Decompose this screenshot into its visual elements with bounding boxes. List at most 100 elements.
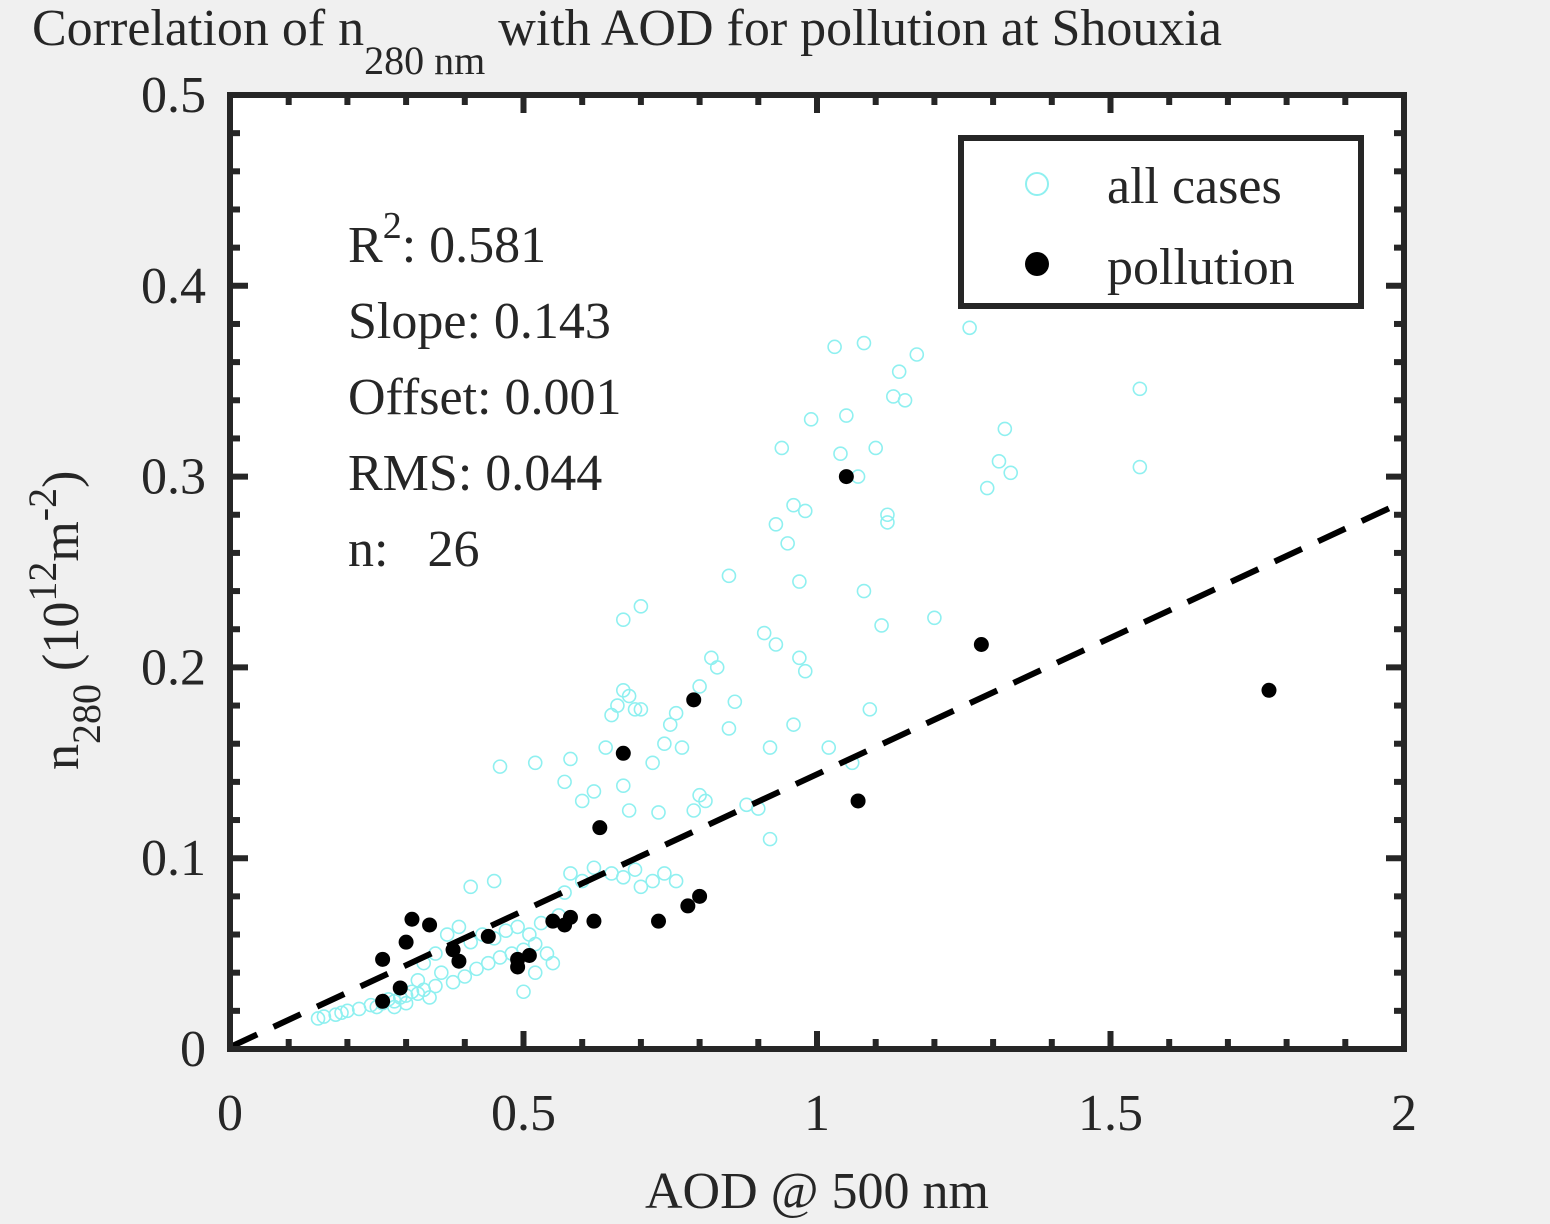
y-axis-label-sup-neg2: -2 bbox=[20, 488, 65, 521]
data-point-all-cases bbox=[451, 919, 467, 935]
data-point-all-cases bbox=[991, 454, 1007, 469]
data-point-all-cases bbox=[839, 408, 854, 423]
legend-label-pollution: pollution bbox=[1107, 239, 1295, 296]
data-point-all-cases bbox=[434, 965, 449, 980]
data-point-all-cases bbox=[457, 969, 473, 984]
x-tick-label: 0 bbox=[217, 1085, 243, 1142]
data-point-all-cases bbox=[657, 736, 672, 752]
data-point-pollution bbox=[422, 917, 438, 933]
data-point-all-cases bbox=[633, 599, 649, 614]
stats-slope: Slope: 0.143 bbox=[348, 293, 611, 350]
chart-title-suffix: with AOD for pollution at Shouxia bbox=[485, 0, 1222, 57]
data-point-all-cases bbox=[768, 516, 784, 532]
data-point-all-cases bbox=[768, 637, 784, 652]
data-point-all-cases bbox=[721, 721, 737, 736]
data-point-all-cases bbox=[762, 740, 778, 755]
stats-r2: R2: 0.581 bbox=[348, 205, 546, 274]
data-point-all-cases bbox=[762, 831, 778, 847]
y-axis-label-unit-close: ) bbox=[33, 471, 90, 488]
y-axis-label-unit-open: (10 bbox=[33, 602, 90, 684]
y-tick-label: 0 bbox=[180, 1021, 206, 1078]
data-point-pollution bbox=[445, 942, 461, 958]
data-point-pollution bbox=[651, 913, 667, 929]
data-point-all-cases bbox=[1003, 465, 1019, 481]
data-point-pollution bbox=[480, 928, 496, 944]
stats-n: n: 26 bbox=[348, 521, 479, 578]
data-point-all-cases bbox=[522, 927, 537, 942]
chart-title-prefix: Correlation of n bbox=[32, 0, 364, 57]
data-point-all-cases bbox=[856, 583, 872, 599]
y-tick-label: 0.1 bbox=[141, 830, 206, 887]
data-point-all-cases bbox=[439, 927, 455, 942]
data-point-all-cases bbox=[997, 421, 1013, 437]
data-point-all-cases bbox=[645, 873, 660, 889]
stats-rms: RMS: 0.044 bbox=[348, 445, 602, 502]
data-point-pollution bbox=[398, 934, 414, 950]
data-point-all-cases bbox=[827, 339, 842, 355]
data-point-all-cases bbox=[510, 919, 525, 935]
data-point-all-cases bbox=[615, 778, 631, 793]
y-axis-label-sup-12: 12 bbox=[20, 562, 65, 602]
stats-r2-superscript: 2 bbox=[383, 205, 402, 247]
data-point-all-cases bbox=[786, 717, 801, 732]
data-point-all-cases bbox=[469, 961, 484, 977]
data-point-pollution bbox=[615, 745, 631, 761]
data-point-all-cases bbox=[527, 965, 543, 980]
data-point-pollution bbox=[375, 951, 391, 967]
data-point-pollution bbox=[586, 913, 602, 929]
data-point-all-cases bbox=[833, 446, 848, 462]
y-axis-label-base: n bbox=[33, 744, 90, 770]
data-point-all-cases bbox=[662, 717, 678, 732]
legend-label-all-cases: all cases bbox=[1107, 158, 1282, 215]
y-tick-label: 0.3 bbox=[141, 449, 206, 506]
legend-marker-pollution bbox=[1025, 252, 1049, 276]
data-point-pollution bbox=[680, 898, 696, 914]
data-point-all-cases bbox=[310, 1011, 326, 1026]
data-point-all-cases bbox=[698, 793, 713, 809]
data-point-pollution bbox=[692, 888, 708, 904]
data-point-all-cases bbox=[627, 862, 643, 877]
data-point-pollution bbox=[686, 692, 702, 708]
data-point-all-cases bbox=[692, 679, 707, 694]
stats-annotation: R2: 0.581 Slope: 0.143 Offset: 0.001 RMS… bbox=[348, 205, 621, 578]
data-point-all-cases bbox=[709, 660, 725, 675]
axes-box bbox=[227, 92, 1407, 1052]
y-tick-labels: 0 0.1 0.2 0.3 0.4 0.5 bbox=[141, 67, 206, 1078]
data-point-all-cases bbox=[563, 751, 578, 767]
data-point-all-cases bbox=[668, 705, 684, 721]
data-point-all-cases bbox=[486, 873, 502, 889]
x-tick-label: 2 bbox=[1391, 1085, 1417, 1142]
x-axis-label: AOD @ 500 nm bbox=[645, 1163, 989, 1220]
data-point-all-cases bbox=[1132, 459, 1148, 475]
data-point-all-cases bbox=[410, 973, 426, 988]
y-axis-label-unit-m: m bbox=[33, 521, 90, 561]
data-point-all-cases bbox=[621, 803, 637, 818]
data-point-all-cases bbox=[445, 974, 461, 990]
data-point-all-cases bbox=[586, 784, 602, 799]
data-point-pollution bbox=[510, 951, 526, 967]
legend[interactable]: all cases pollution bbox=[958, 135, 1364, 309]
data-point-all-cases bbox=[874, 618, 889, 633]
data-point-all-cases bbox=[651, 805, 666, 820]
data-point-all-cases bbox=[422, 990, 437, 1005]
y-tick-label: 0.5 bbox=[141, 67, 206, 124]
data-point-pollution bbox=[1261, 682, 1277, 698]
data-point-pollution bbox=[850, 793, 866, 809]
data-point-all-cases bbox=[786, 497, 801, 513]
data-point-all-cases bbox=[979, 480, 995, 496]
data-point-pollution bbox=[521, 948, 537, 964]
data-point-all-cases bbox=[586, 860, 602, 876]
x-tick-label: 1.5 bbox=[1078, 1085, 1143, 1142]
data-point-all-cases bbox=[645, 755, 660, 771]
data-point-all-cases bbox=[428, 978, 443, 994]
data-point-pollution bbox=[392, 980, 408, 996]
data-point-pollution bbox=[404, 911, 420, 927]
data-point-all-cases bbox=[727, 694, 743, 710]
y-tick-label: 0.4 bbox=[141, 258, 206, 315]
data-point-all-cases bbox=[615, 612, 631, 628]
data-point-all-cases bbox=[897, 392, 913, 408]
data-point-all-cases bbox=[334, 1005, 349, 1021]
data-point-all-cases bbox=[674, 740, 690, 755]
data-point-pollution bbox=[562, 909, 578, 925]
